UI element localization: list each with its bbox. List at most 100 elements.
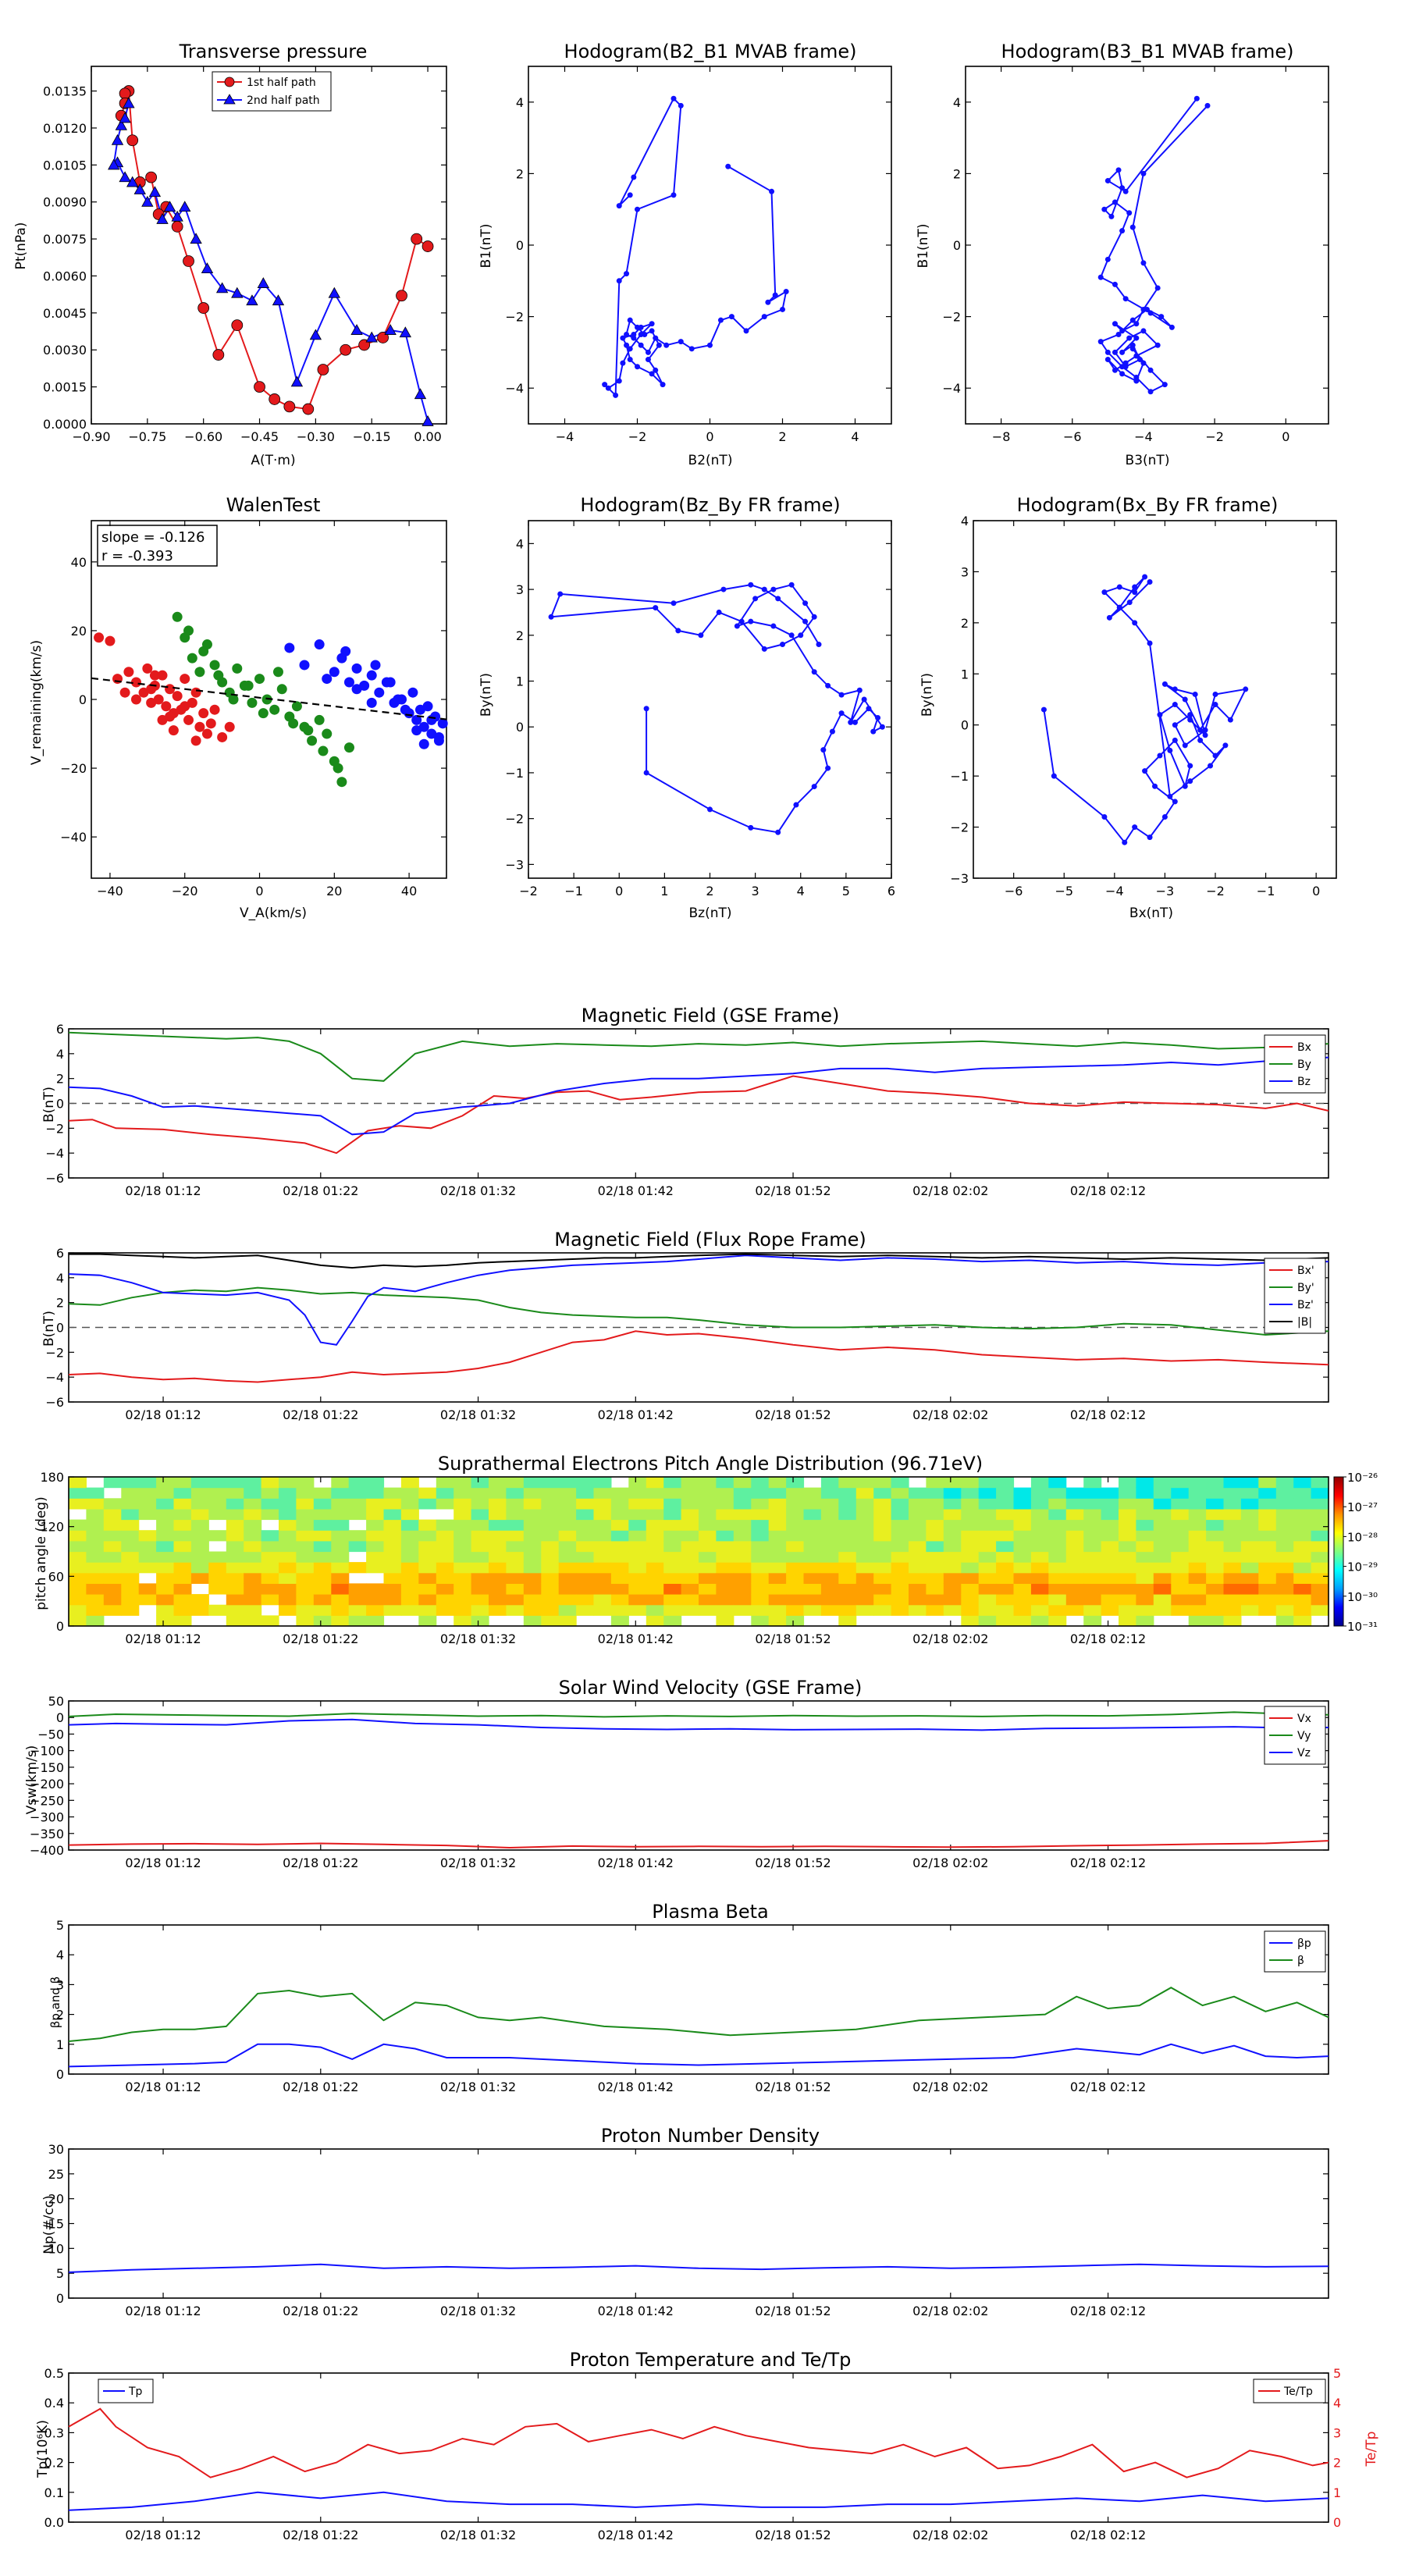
walen-point-blue (299, 660, 310, 671)
pad-cell (628, 1540, 647, 1553)
walen-point-red (224, 721, 235, 732)
pad-cell (716, 1572, 735, 1584)
pad-cell (400, 1551, 419, 1563)
h2-trace-point (1158, 314, 1165, 320)
pad-cell (1275, 1498, 1294, 1510)
pad-cell (1311, 1604, 1329, 1616)
pad-cell (961, 1583, 980, 1595)
pad-cell (279, 1594, 297, 1606)
pad-cell (751, 1594, 770, 1606)
pad-cell (681, 1583, 699, 1595)
h2-trace-point (1133, 335, 1140, 341)
pt-xtick-label: −0.45 (240, 429, 279, 444)
h4-ytick-label: 3 (961, 564, 969, 579)
h2-trace-point (1112, 367, 1118, 373)
h2-xlabel: B3(nT) (1126, 453, 1170, 468)
pad-cell (523, 1583, 542, 1595)
h3-ytick-label: −3 (505, 857, 524, 872)
pad-cell (173, 1604, 192, 1616)
h3-trace-point (734, 623, 740, 629)
pad-cell (909, 1487, 927, 1499)
pad-cell (961, 1615, 980, 1627)
pad-cell (803, 1551, 822, 1563)
pad-cell (1136, 1519, 1154, 1531)
pad-cell (69, 1551, 87, 1563)
tp-xtick-label: 02/18 01:22 (283, 2528, 358, 2542)
h3-trace-point (698, 632, 704, 639)
mag-gse-title: Magnetic Field (GSE Frame) (582, 1005, 840, 1026)
pad-cell (610, 1530, 629, 1542)
pad-cell (961, 1519, 980, 1531)
pad-cell (86, 1572, 105, 1584)
mag-fr-legend-label-2: Bz' (1297, 1299, 1314, 1311)
pad-cell (803, 1508, 822, 1521)
h4-trace-point (1172, 737, 1178, 743)
h1-trace-point (616, 203, 622, 209)
walen-point-green (336, 777, 347, 788)
h3-trace-point (748, 618, 754, 624)
pad-cell (943, 1508, 962, 1521)
pad-cell (86, 1519, 105, 1531)
pad-cell (628, 1498, 647, 1510)
pad-cell (279, 1572, 297, 1584)
pad-cell (1153, 1562, 1172, 1574)
pad-cell (628, 1572, 647, 1584)
pad-cell (1136, 1508, 1154, 1521)
pad-cell (489, 1477, 507, 1489)
pt-series-2-point (119, 112, 131, 123)
pad-cell (996, 1487, 1015, 1499)
pad-cell (86, 1530, 105, 1542)
walen-point-blue (437, 718, 448, 729)
pad-cell (1240, 1477, 1259, 1489)
pad-cell (1013, 1572, 1032, 1584)
pad-cell (1013, 1615, 1032, 1627)
pad-cell (943, 1583, 962, 1595)
pt-series-2-point (422, 415, 434, 426)
h4-trace-point (1212, 753, 1218, 759)
h4-trace-point (1172, 722, 1178, 728)
pad-cell (873, 1604, 892, 1616)
pad-cell (436, 1477, 454, 1489)
np-line (68, 2263, 1329, 2273)
h3-trace-point (748, 582, 754, 588)
pad-cell (313, 1487, 332, 1499)
pad-cell (226, 1508, 244, 1521)
pad-cell (820, 1562, 839, 1574)
pad-cell (296, 1551, 315, 1563)
pad-cell (226, 1615, 244, 1627)
h4-trace-point (1147, 640, 1153, 646)
tp-xtick-label: 02/18 01:12 (125, 2528, 201, 2542)
pt-series-2-point (179, 201, 191, 212)
pad-cell (855, 1594, 874, 1606)
pad-cell (1240, 1508, 1259, 1521)
pad-cell (1206, 1498, 1225, 1510)
pad-cell (1136, 1477, 1154, 1489)
pad-cell (173, 1530, 192, 1542)
pad-cell (348, 1594, 367, 1606)
walen-point-red (201, 728, 212, 739)
pad-cell (279, 1604, 297, 1616)
pad-cell (558, 1519, 577, 1531)
pad-cell (138, 1477, 157, 1489)
pad-cell (803, 1583, 822, 1595)
pad-cell (261, 1615, 279, 1627)
pad-cell (69, 1519, 87, 1531)
pad-cell (121, 1562, 140, 1574)
pad-cell (1206, 1508, 1225, 1521)
pad-cell (348, 1583, 367, 1595)
h2-trace-point (1140, 260, 1147, 266)
pad-cell (1240, 1572, 1259, 1584)
mag-gse-By-line (68, 1031, 1329, 1082)
h1-xlabel: B2(nT) (688, 453, 733, 468)
pt-series-2-point (384, 324, 397, 335)
pad-cell (226, 1519, 244, 1531)
h2-trace-point (1112, 349, 1118, 355)
pt-series-1-point (254, 381, 265, 393)
mag-fr-ytick-label: 6 (56, 1246, 64, 1261)
pt-series-2-point (108, 158, 120, 170)
h3-xtick-label: 5 (842, 884, 850, 898)
pad-cell (663, 1519, 682, 1531)
pad-cell (138, 1594, 157, 1606)
pad-cell (1153, 1540, 1172, 1553)
pad-cell (541, 1583, 560, 1595)
